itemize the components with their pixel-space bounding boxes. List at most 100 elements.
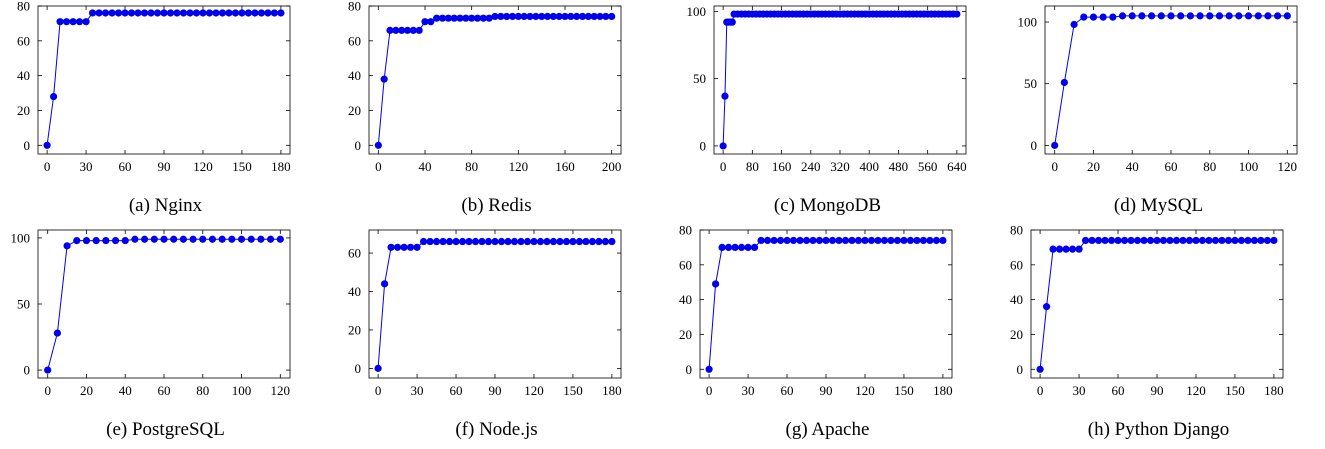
data-point xyxy=(854,236,863,245)
data-point xyxy=(1218,236,1226,245)
data-point xyxy=(445,237,454,246)
data-point xyxy=(532,12,540,21)
data-point xyxy=(602,12,610,21)
x-tick-label: 90 xyxy=(820,383,833,398)
x-tick-label: 60 xyxy=(158,383,171,398)
y-tick-label: 20 xyxy=(1010,327,1023,342)
data-point xyxy=(1225,12,1233,20)
data-point xyxy=(1250,236,1259,245)
data-point xyxy=(43,141,51,149)
data-point xyxy=(450,14,458,22)
series-line xyxy=(722,13,957,146)
data-point xyxy=(392,26,400,34)
data-point xyxy=(1075,245,1083,253)
plot-frame xyxy=(1044,5,1298,155)
data-point xyxy=(231,9,240,17)
data-point xyxy=(1153,236,1161,245)
data-point xyxy=(127,9,136,17)
data-point xyxy=(1264,12,1272,20)
data-point xyxy=(277,9,285,17)
data-point xyxy=(1055,245,1064,253)
data-point xyxy=(1070,20,1078,29)
x-tick-label: 40 xyxy=(419,159,432,174)
x-tick-label: 480 xyxy=(889,159,909,174)
data-point xyxy=(1192,236,1200,245)
data-point xyxy=(267,235,275,243)
data-point xyxy=(874,236,882,245)
chart-nodejs: 0 30 60 90 120 150 180 0 20 40 60 xyxy=(348,229,622,398)
plot-frame xyxy=(699,229,953,379)
data-point xyxy=(276,235,284,243)
chart-panel-mysql: 0 20 40 60 80 100 120 0 50 100 (d) MySQL xyxy=(993,0,1324,224)
data-point xyxy=(205,9,214,17)
series-line xyxy=(377,15,612,146)
data-point xyxy=(770,236,778,245)
data-point xyxy=(1283,12,1291,20)
data-point xyxy=(257,9,266,17)
data-point xyxy=(1114,236,1122,245)
data-point xyxy=(179,9,188,17)
data-point xyxy=(101,9,110,17)
x-tick-label: 100 xyxy=(1239,159,1259,174)
series-line xyxy=(377,241,612,369)
x-tick-label: 30 xyxy=(80,159,93,174)
x-tick-label: 0 xyxy=(1037,383,1044,398)
plot-frame xyxy=(1030,229,1284,379)
data-point xyxy=(380,75,388,83)
y-tick-label: 0 xyxy=(355,138,362,153)
data-point xyxy=(1042,303,1051,311)
data-point xyxy=(737,243,746,252)
data-point xyxy=(53,329,61,337)
data-point xyxy=(867,236,876,245)
data-point xyxy=(575,237,584,246)
data-point xyxy=(562,237,571,246)
data-point xyxy=(75,18,84,26)
chart-mongodb: 0 80 160 240 320 400 480 560 640 0 50 100 xyxy=(687,4,967,174)
data-point xyxy=(212,9,220,17)
data-point xyxy=(270,9,279,17)
x-tick-label: 150 xyxy=(563,383,583,398)
series-line xyxy=(708,239,943,370)
y-tick-label: 20 xyxy=(348,322,361,337)
x-tick-label: 30 xyxy=(742,383,755,398)
data-point xyxy=(802,236,811,245)
data-point xyxy=(413,243,421,251)
data-point xyxy=(1231,236,1239,245)
data-point xyxy=(406,243,415,251)
data-point xyxy=(438,14,447,22)
x-tick-label: 90 xyxy=(1151,383,1164,398)
y-tick-label: 60 xyxy=(1010,257,1023,272)
data-point xyxy=(906,236,915,245)
data-point xyxy=(186,9,194,17)
x-tick-label: 120 xyxy=(524,383,544,398)
chart-nginx: 0 30 60 90 120 150 180 0 20 40 60 80 xyxy=(17,0,291,174)
data-point xyxy=(750,243,759,252)
data-point xyxy=(705,365,713,373)
x-tick-label: 0 xyxy=(375,383,382,398)
data-point xyxy=(170,235,178,243)
chart-mysql: 0 20 40 60 80 100 120 0 50 100 xyxy=(1018,5,1298,174)
caption-redis: (b) Redis xyxy=(461,195,532,216)
data-point xyxy=(179,235,187,243)
data-point xyxy=(731,243,739,252)
data-point xyxy=(809,236,817,245)
x-tick-label: 180 xyxy=(1264,383,1284,398)
y-tick-label: 40 xyxy=(348,68,361,83)
data-point xyxy=(1089,13,1098,21)
data-point xyxy=(556,237,564,246)
x-tick-label: 0 xyxy=(720,159,727,174)
y-tick-label: 100 xyxy=(687,4,707,19)
data-point xyxy=(1068,245,1077,253)
data-point xyxy=(789,236,798,245)
y-tick-label: 60 xyxy=(679,257,692,272)
plot-frame xyxy=(37,5,291,155)
data-point xyxy=(1224,236,1233,245)
data-point xyxy=(848,236,856,245)
data-point xyxy=(1062,245,1070,253)
y-tick-label: 80 xyxy=(17,0,30,14)
y-tick-label: 100 xyxy=(1018,15,1038,30)
data-point xyxy=(225,9,233,17)
data-point xyxy=(1179,236,1187,245)
x-tick-label: 150 xyxy=(894,383,914,398)
data-point xyxy=(517,237,525,246)
